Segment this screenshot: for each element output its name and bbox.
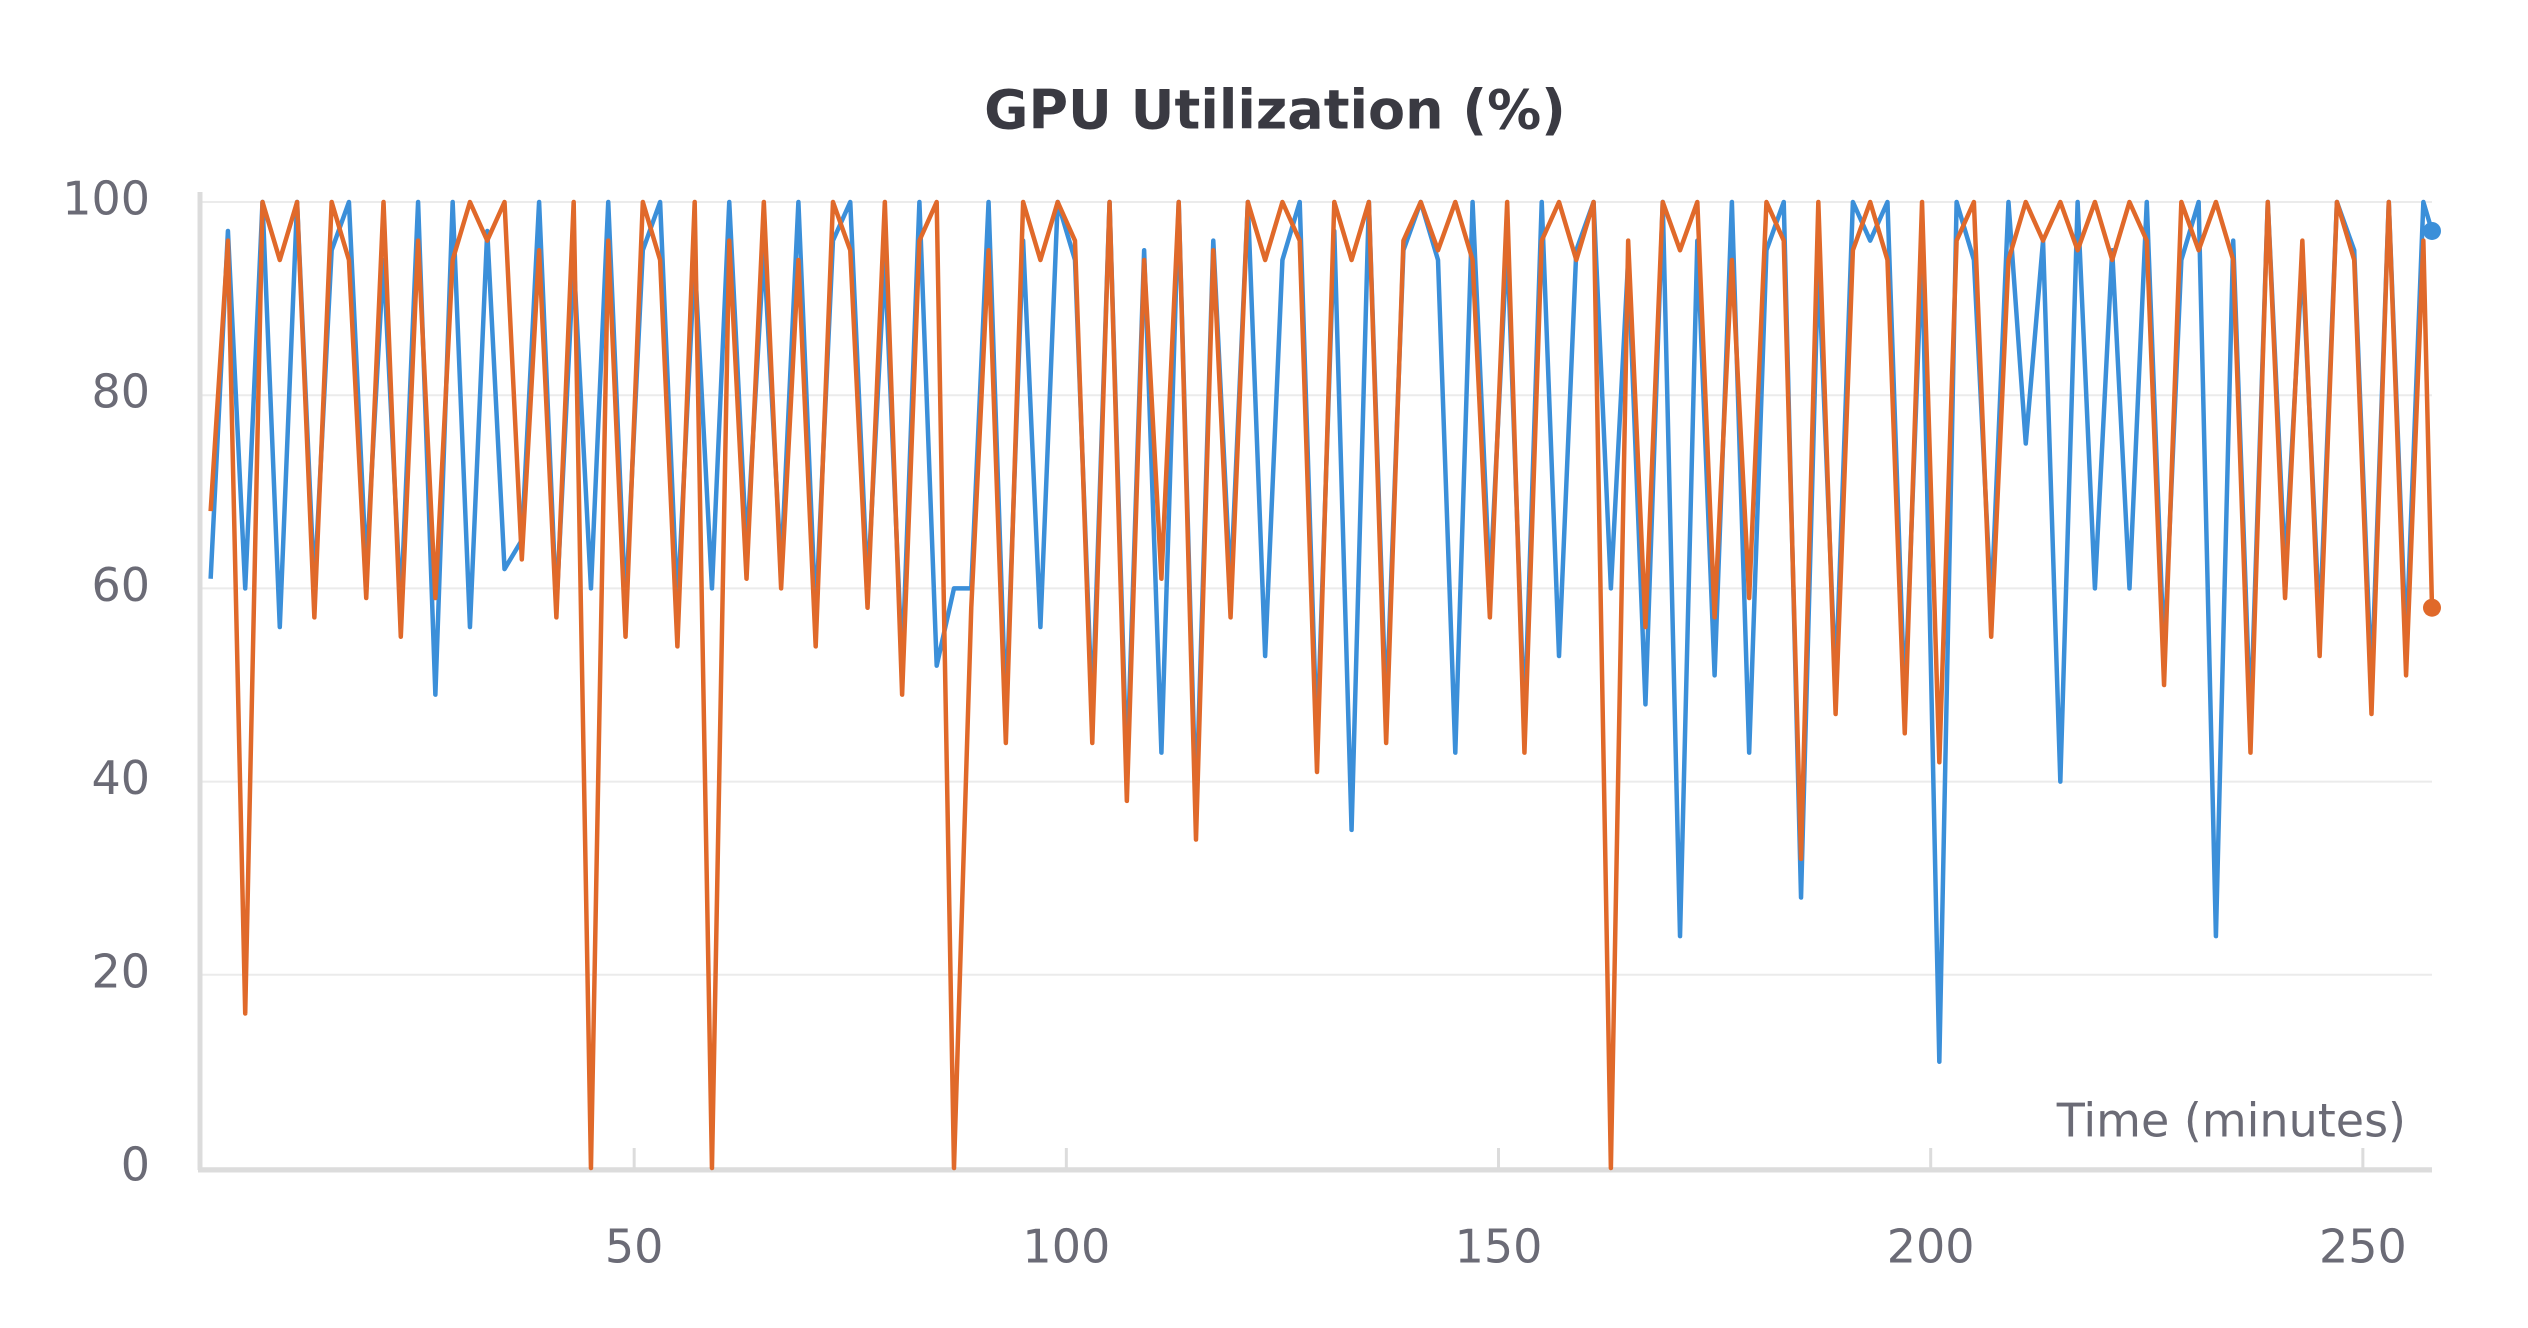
end-point (2423, 221, 2441, 240)
y-tick-label: 20 (91, 944, 150, 998)
series-line (208, 199, 2435, 1171)
x-axis-label: Time (minutes) (2056, 1094, 2406, 1148)
x-tick-label: 50 (605, 1220, 664, 1274)
y-tick-label: 80 (91, 365, 150, 419)
chart-title: GPU Utilization (%) (984, 79, 1566, 142)
y-tick-label: 60 (91, 558, 150, 612)
x-tick-label: 250 (2319, 1220, 2407, 1274)
y-tick-label: 0 (121, 1138, 150, 1192)
x-tick-label: 200 (1887, 1220, 1975, 1274)
y-tick-label: 40 (91, 751, 150, 805)
y-tick-label: 100 (62, 172, 150, 226)
x-tick-label: 100 (1022, 1220, 1110, 1274)
x-tick-label: 150 (1455, 1220, 1543, 1274)
end-point (2423, 598, 2441, 617)
